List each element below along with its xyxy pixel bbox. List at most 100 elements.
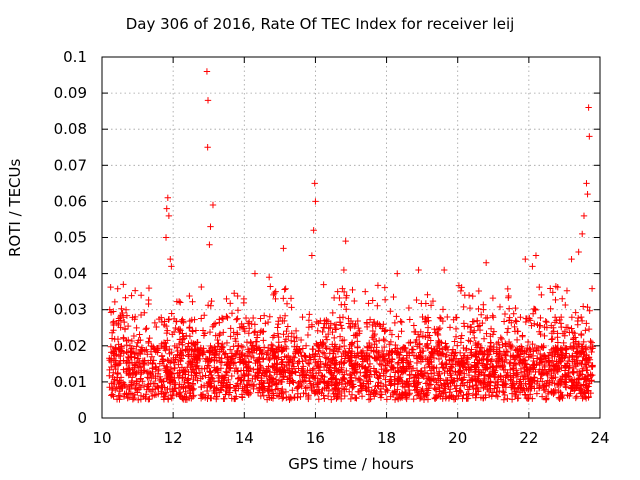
data-point (585, 325, 593, 333)
data-point (179, 394, 186, 402)
data-point (197, 391, 205, 399)
data-point (128, 337, 136, 345)
data-point (494, 353, 502, 360)
data-point (342, 294, 350, 302)
data-point (114, 377, 121, 384)
data-point (270, 291, 277, 299)
data-point (442, 360, 450, 367)
data-point (180, 366, 188, 374)
data-point (498, 335, 506, 343)
data-point (364, 380, 372, 387)
data-point (131, 350, 139, 358)
data-point (216, 358, 224, 366)
data-point (386, 351, 393, 358)
data-point (554, 368, 562, 375)
data-point (468, 352, 475, 359)
data-point (282, 343, 290, 351)
data-point (128, 359, 136, 366)
data-point (541, 332, 548, 340)
data-point (189, 298, 196, 305)
data-point (314, 390, 322, 397)
data-point (283, 300, 291, 307)
data-point (279, 317, 286, 325)
data-point (499, 362, 507, 370)
data-point (535, 368, 542, 376)
data-point (162, 322, 170, 330)
data-point (256, 346, 263, 353)
data-point (436, 314, 444, 321)
data-point (465, 337, 472, 344)
data-point (346, 372, 354, 379)
data-point (188, 346, 196, 353)
data-point (446, 324, 454, 331)
data-point (544, 377, 551, 384)
data-point (170, 315, 178, 323)
data-point (571, 330, 578, 337)
data-point (580, 212, 588, 220)
data-point (162, 389, 170, 397)
data-point (133, 343, 140, 350)
data-point (504, 395, 511, 403)
data-point (315, 319, 322, 327)
data-point (383, 386, 390, 393)
data-point (478, 348, 486, 355)
data-point (579, 389, 587, 396)
data-point (285, 393, 293, 401)
data-point (428, 345, 435, 352)
data-point (301, 352, 308, 359)
data-point (117, 324, 124, 331)
data-point (121, 381, 128, 388)
data-point (582, 393, 589, 400)
data-point (559, 351, 566, 359)
data-point (467, 349, 474, 356)
data-point (245, 377, 252, 384)
data-point (145, 300, 152, 308)
data-point (454, 342, 461, 349)
data-point (120, 335, 127, 342)
data-point (227, 300, 234, 307)
data-point (476, 347, 483, 355)
data-point (353, 395, 360, 402)
data-point (108, 355, 115, 363)
data-point (135, 349, 143, 357)
data-point (557, 389, 564, 396)
data-point (525, 375, 533, 382)
data-point (330, 372, 338, 379)
data-point (555, 394, 563, 401)
data-point (113, 320, 121, 327)
data-point (305, 324, 313, 331)
data-point (111, 352, 119, 359)
data-point (533, 361, 540, 368)
data-point (264, 318, 272, 326)
data-point (313, 362, 321, 370)
data-point (339, 285, 346, 292)
data-point (574, 314, 582, 322)
data-point (291, 394, 298, 401)
data-point (132, 384, 139, 392)
data-point (167, 391, 175, 399)
data-point (427, 370, 435, 377)
data-point (212, 332, 219, 339)
data-point (135, 396, 142, 404)
data-point (369, 297, 376, 304)
data-point (520, 376, 527, 383)
data-point (320, 363, 328, 371)
data-point (303, 384, 311, 391)
data-point (117, 343, 125, 350)
data-point (461, 292, 469, 299)
data-point (338, 325, 346, 332)
data-point (444, 377, 451, 384)
data-point (287, 356, 294, 364)
data-point (264, 387, 271, 394)
data-point (216, 316, 223, 323)
data-point (475, 287, 483, 295)
data-point (427, 337, 434, 344)
data-point (346, 388, 353, 395)
data-point (585, 383, 592, 390)
data-point (306, 378, 313, 385)
data-point (538, 291, 545, 299)
data-point (204, 97, 212, 104)
data-point (587, 371, 594, 378)
data-point (398, 393, 405, 401)
data-point (434, 331, 442, 339)
